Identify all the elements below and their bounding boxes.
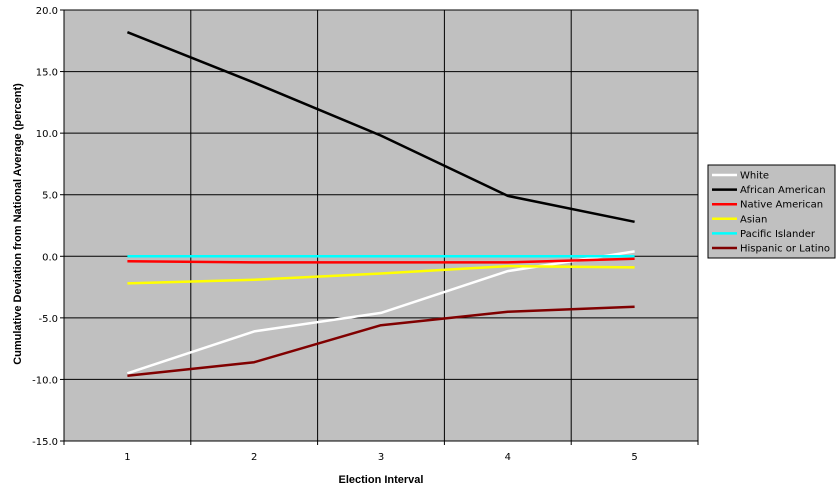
- legend-label-african-american: African American: [740, 185, 826, 196]
- plot-area: [63, 9, 699, 442]
- series-line-african-american: [126, 31, 635, 224]
- series-line-asian: [127, 264, 635, 285]
- y-tick-label: -5.0: [38, 314, 58, 325]
- legend-label-white: White: [740, 171, 769, 182]
- y-tick-label: 10.0: [36, 129, 58, 140]
- y-tick-label: 20.0: [36, 6, 58, 17]
- x-tick-label: 4: [505, 452, 511, 463]
- x-tick-label: 5: [631, 452, 637, 463]
- series-line-native-american: [127, 257, 635, 264]
- series-line-hispanic-or-latino: [127, 305, 635, 377]
- y-tick-label: 15.0: [36, 68, 58, 79]
- y-axis-title: Cumulative Deviation from National Avera…: [12, 83, 24, 365]
- x-tick-label: 1: [124, 452, 130, 463]
- legend-label-pacific-islander: Pacific Islander: [740, 229, 816, 240]
- y-tick-label: 0.0: [42, 252, 58, 263]
- y-tick-label: -10.0: [32, 375, 58, 386]
- series-lines: [126, 31, 635, 377]
- x-tick-label: 2: [251, 452, 257, 463]
- legend: White African American Native American Asia…: [707, 164, 836, 259]
- legend-label-asian: Asian: [740, 214, 767, 225]
- x-axis-title: Election Interval: [339, 474, 424, 486]
- legend-box: [707, 164, 836, 259]
- series-line-white: [127, 250, 635, 375]
- y-tick-label: -15.0: [32, 437, 58, 448]
- x-tick-label: 3: [378, 452, 384, 463]
- x-axis-ticks: 1 2 3 4 5: [63, 441, 699, 463]
- legend-label-hispanic-or-latino: Hispanic or Latino: [740, 244, 830, 255]
- legend-label-native-american: Native American: [740, 200, 823, 211]
- y-tick-label: 5.0: [42, 191, 58, 202]
- y-axis-ticks: 20.0 15.0 10.0 5.0 0.0 -5.0 -10.0 -15.0: [32, 6, 64, 448]
